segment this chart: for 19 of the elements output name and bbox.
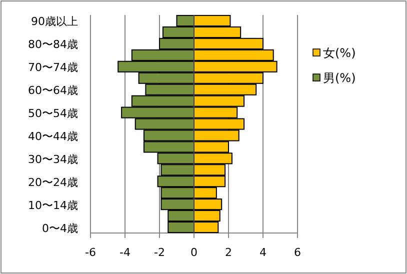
- x-tick-label: -2: [154, 246, 165, 259]
- y-tick-label: 40〜44歳: [28, 130, 78, 143]
- x-tick-label: -4: [120, 246, 130, 259]
- y-tick-label: 30〜34歳: [28, 152, 78, 166]
- y-tick-label: 60〜64歳: [28, 84, 78, 98]
- x-tick-label: -6: [85, 246, 96, 259]
- legend-label: 男(%): [323, 71, 356, 85]
- legend-label: 女(%): [323, 46, 356, 60]
- y-tick-label: 80〜84歳: [28, 38, 78, 52]
- y-tick-label: 90歳以上: [31, 15, 78, 28]
- x-tick-label: 2: [225, 246, 232, 259]
- y-tick-label: 0〜4歳: [42, 222, 78, 235]
- x-tick-label: 4: [260, 246, 266, 259]
- x-tick-label: 6: [294, 246, 301, 259]
- y-tick-label: 70〜74歳: [28, 61, 78, 74]
- x-tick-label: 0: [190, 246, 198, 259]
- y-tick-label: 10〜14歳: [28, 198, 78, 212]
- y-tick-label: 20〜24歳: [28, 176, 78, 189]
- y-tick-label: 50〜54歳: [28, 107, 78, 120]
